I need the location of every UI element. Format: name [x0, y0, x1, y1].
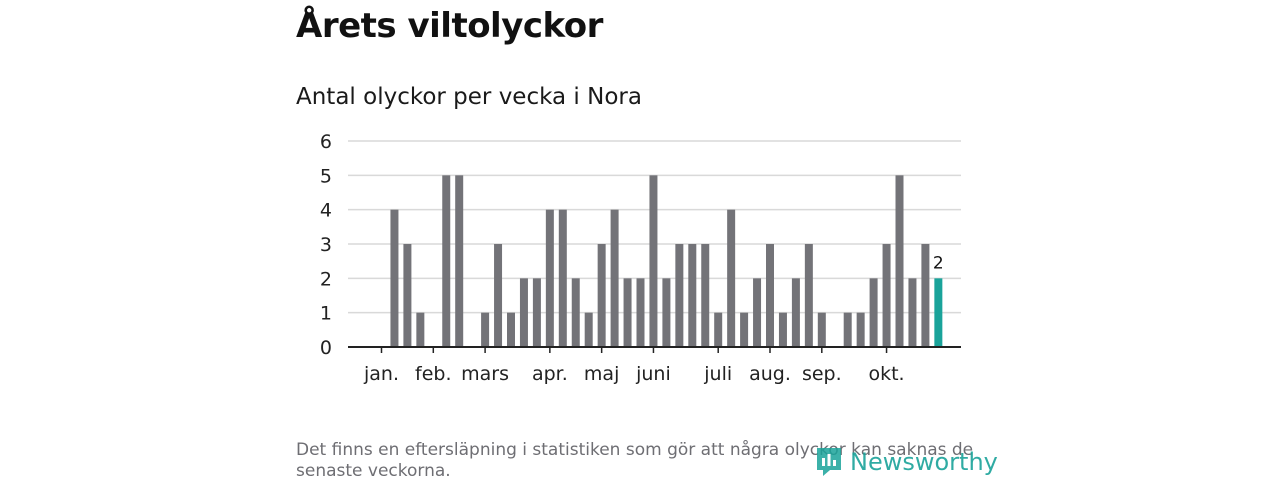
bar: [675, 244, 684, 347]
bar: [481, 312, 490, 347]
bar: [921, 244, 930, 347]
y-tick-label: 4: [320, 200, 332, 222]
bar: [701, 244, 710, 347]
bar: [455, 175, 464, 347]
newsworthy-logo-icon: [817, 448, 841, 476]
chart-subtitle: Antal olyckor per vecka i Nora: [296, 84, 642, 110]
x-tick-label: okt.: [868, 363, 904, 385]
bar: [882, 244, 891, 347]
x-tick-label: apr.: [532, 363, 568, 385]
bar: [688, 244, 697, 347]
bar: [507, 312, 515, 347]
y-tick-label: 5: [320, 165, 332, 187]
bar: [869, 278, 878, 347]
bar: [908, 278, 917, 347]
bar: [571, 278, 580, 347]
bar: [791, 278, 800, 347]
bar: [390, 209, 399, 347]
bar: [649, 175, 658, 347]
footnote: Det finns en eftersläpning i statistiken…: [296, 440, 974, 481]
brand-name: Newsworthy: [850, 448, 998, 476]
bar: [778, 312, 787, 347]
x-tick-label: mars: [461, 363, 509, 385]
bar: [558, 209, 567, 347]
bar: [727, 209, 736, 347]
x-tick-label: jan.: [363, 363, 399, 385]
bar: [584, 312, 593, 347]
bar: [856, 312, 865, 347]
bar: [597, 244, 606, 347]
axes: 0 1 2 3 4 5 6 jan. feb. mars apr. maj juni juli aug. se…: [320, 131, 961, 385]
bar: [610, 209, 619, 347]
bar: [519, 278, 528, 347]
y-tick-label: 3: [320, 234, 332, 256]
bar-highlight: [934, 278, 943, 347]
bar: [804, 244, 813, 347]
y-tick-label: 0: [320, 337, 332, 359]
bar: [753, 278, 762, 347]
y-tick-label: 6: [320, 131, 332, 153]
bar: [766, 244, 774, 347]
bar: [843, 312, 852, 347]
bar: [817, 312, 826, 347]
x-tick-label: juni: [635, 363, 671, 385]
bar: [895, 175, 904, 347]
y-tick-label: 1: [320, 303, 332, 325]
brand-logo: Newsworthy: [814, 446, 998, 478]
x-tick-label: aug.: [749, 363, 791, 385]
bar: [636, 278, 645, 347]
bar: [403, 244, 412, 347]
chart-title: Årets viltolyckor: [296, 6, 603, 46]
y-tick-label: 2: [320, 268, 332, 290]
x-tick-label: juli: [703, 363, 732, 385]
bar: [623, 278, 632, 347]
bar: [416, 312, 425, 347]
x-tick-label: maj: [584, 363, 619, 385]
bars: 2: [390, 175, 944, 347]
bar: [714, 312, 723, 347]
x-tick-label: feb.: [415, 363, 451, 385]
bar: [662, 278, 671, 347]
x-tick-label: sep.: [802, 363, 842, 385]
bar: [442, 175, 451, 347]
bar: [545, 209, 554, 347]
bar-data-label: 2: [933, 253, 944, 273]
bar: [740, 312, 749, 347]
bar: [532, 278, 541, 347]
bar: [494, 244, 503, 347]
